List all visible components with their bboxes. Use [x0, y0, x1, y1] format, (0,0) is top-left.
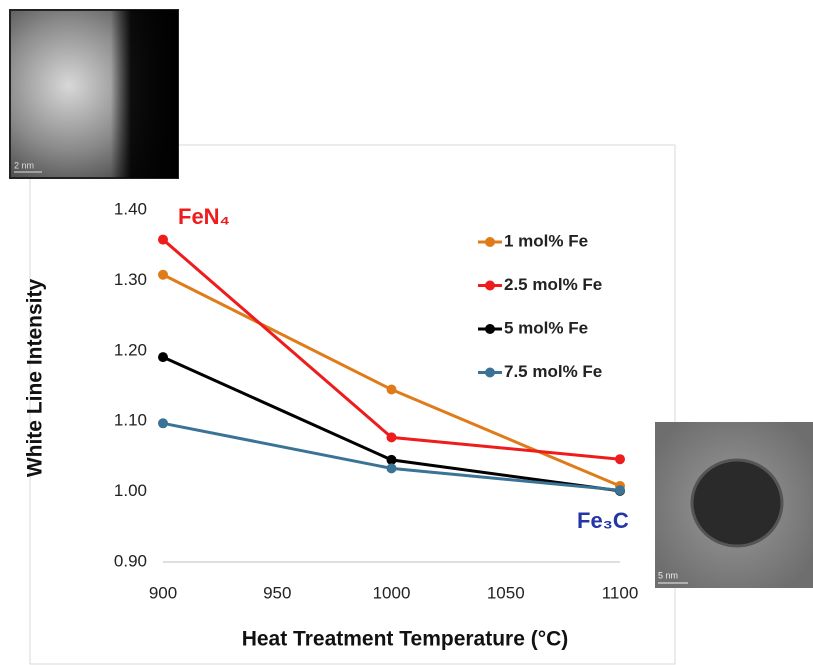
legend-marker	[485, 324, 495, 334]
y-tick-label: 1.30	[114, 270, 147, 289]
legend-label: 5 mol% Fe	[504, 318, 588, 337]
legend-marker	[485, 281, 495, 291]
legend-marker	[485, 368, 495, 378]
legend-label: 2.5 mol% Fe	[504, 275, 602, 294]
micrograph-top: 2 nm	[10, 10, 178, 178]
data-point	[158, 270, 168, 280]
data-point	[387, 463, 397, 473]
legend-label: 7.5 mol% Fe	[504, 362, 602, 381]
data-point	[615, 485, 625, 495]
y-tick-label: 1.00	[114, 481, 147, 500]
x-axis-title: Heat Treatment Temperature (°C)	[242, 628, 569, 651]
data-point	[158, 352, 168, 362]
data-point	[387, 385, 397, 395]
data-point	[158, 418, 168, 428]
legend-marker	[485, 237, 495, 247]
x-tick-label: 1100	[602, 583, 639, 602]
annotation: Fe₃C	[577, 508, 629, 533]
x-tick-label: 950	[263, 583, 291, 602]
y-axis-title: White Line Intensity	[24, 279, 47, 478]
data-point	[387, 432, 397, 442]
y-tick-label: 1.40	[114, 199, 147, 218]
micrograph-bottom: 5 nm	[655, 422, 813, 588]
y-tick-label: 1.20	[114, 340, 147, 359]
data-point	[158, 235, 168, 245]
y-tick-label: 1.10	[114, 411, 147, 430]
annotation: FeN₄	[178, 204, 230, 229]
y-tick-label: 0.90	[114, 551, 147, 570]
legend-label: 1 mol% Fe	[504, 231, 588, 250]
x-tick-label: 1000	[373, 583, 411, 602]
scale-label: 2 nm	[14, 160, 34, 170]
x-tick-label: 1050	[487, 583, 525, 602]
scale-label: 5 nm	[658, 570, 678, 580]
data-point	[615, 454, 625, 464]
chart: 2 nm 5 nm Heat Treatment Temperature (°C…	[0, 0, 813, 665]
x-tick-label: 900	[149, 583, 177, 602]
